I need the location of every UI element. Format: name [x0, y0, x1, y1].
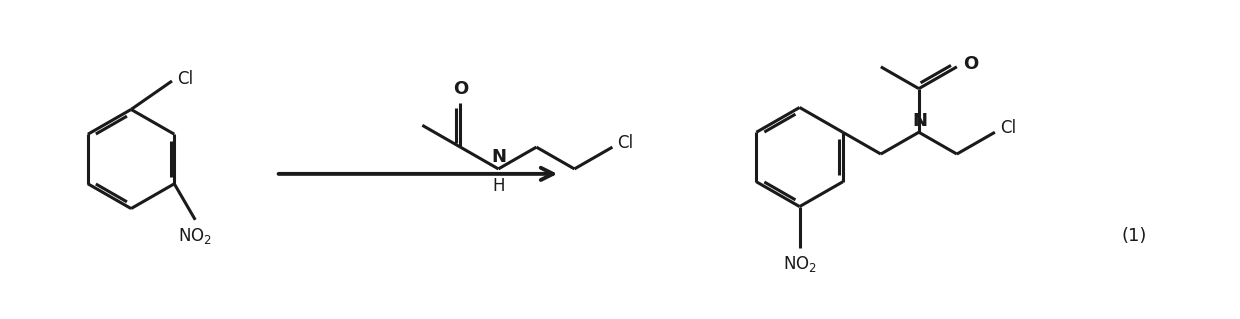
- Text: Cl: Cl: [618, 134, 634, 152]
- Text: O: O: [453, 79, 467, 98]
- Text: N: N: [913, 112, 928, 130]
- Text: NO$_2$: NO$_2$: [179, 226, 212, 246]
- Text: H: H: [492, 177, 505, 195]
- Text: Cl: Cl: [999, 119, 1016, 137]
- Text: NO$_2$: NO$_2$: [782, 254, 817, 274]
- Text: O: O: [962, 55, 978, 73]
- Text: Cl: Cl: [177, 70, 193, 88]
- Text: (1): (1): [1121, 227, 1147, 245]
- Text: N: N: [491, 148, 506, 166]
